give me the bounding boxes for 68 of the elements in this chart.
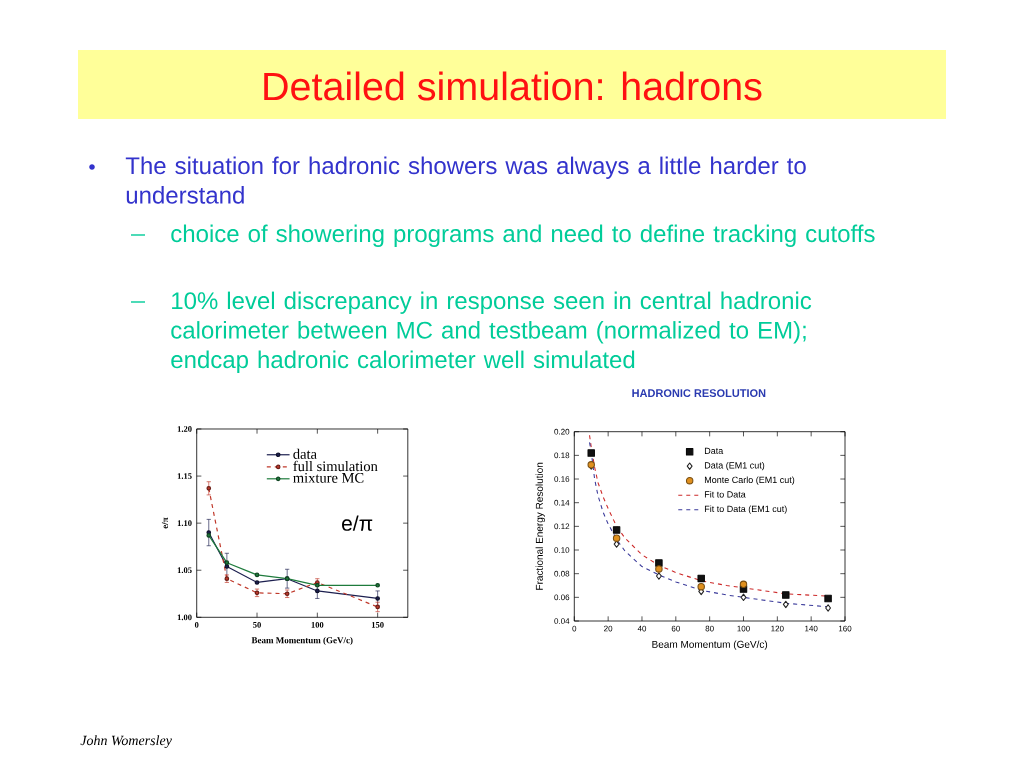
legend-label: data bbox=[293, 448, 317, 459]
x-tick-label: 40 bbox=[637, 625, 647, 632]
point bbox=[254, 572, 260, 578]
y-tick-label: 0.06 bbox=[554, 594, 570, 601]
y-tick-label: 0.18 bbox=[554, 452, 570, 459]
point bbox=[782, 591, 790, 599]
y-tick-label: 1.05 bbox=[177, 567, 192, 574]
x-tick-label: 120 bbox=[771, 625, 784, 632]
y-tick-label: 1.00 bbox=[177, 614, 192, 621]
legend-label: Monte Carlo (EM1 cut) bbox=[704, 476, 795, 485]
text: Detailed simulation: hadrons bbox=[264, 71, 762, 101]
x-tick-label: 140 bbox=[805, 625, 818, 632]
x-tick-label: 20 bbox=[604, 625, 613, 632]
point bbox=[824, 594, 832, 603]
y-tick-label: 0.14 bbox=[554, 499, 570, 506]
text: choice of showering programs and need to define tracking cutoffs bbox=[171, 224, 875, 247]
y-tick-label: 0.10 bbox=[554, 547, 570, 553]
legend-label: Data (EM1 cut) bbox=[704, 461, 765, 471]
y-tick-label: 0.08 bbox=[554, 570, 570, 577]
point bbox=[697, 574, 705, 583]
point bbox=[206, 485, 212, 491]
legend-label: Fit to Data bbox=[704, 490, 746, 498]
y-tick-label: 1.15 bbox=[177, 473, 192, 479]
point bbox=[587, 449, 595, 457]
x-tick-label: 150 bbox=[371, 622, 384, 628]
x-tick-label: 100 bbox=[311, 622, 324, 628]
y-tick-label: 1.20 bbox=[177, 426, 192, 432]
point bbox=[254, 580, 260, 585]
point bbox=[697, 582, 705, 591]
y-tick-label: 0.12 bbox=[554, 523, 570, 530]
x-tick-label: 160 bbox=[838, 625, 852, 632]
annotation: e/π bbox=[342, 515, 373, 531]
y-tick-label: 1.10 bbox=[177, 520, 192, 527]
x-tick-label: 50 bbox=[253, 622, 261, 628]
point bbox=[613, 540, 620, 548]
point bbox=[655, 565, 663, 573]
y-axis-title: e/π bbox=[161, 517, 168, 529]
y-tick-label: 0.20 bbox=[554, 428, 570, 435]
point bbox=[739, 580, 748, 589]
point bbox=[375, 582, 380, 588]
point bbox=[655, 559, 663, 567]
text: 10% level discrepancy in response seen in central hadronic calorimeter between MC and testbeam (normalized to EM); endcap hadronic calorimeter well simulated bbox=[171, 291, 812, 373]
legend-label: full simulation bbox=[293, 460, 378, 472]
point bbox=[224, 564, 230, 569]
point bbox=[825, 604, 832, 612]
y-tick-label: 0.16 bbox=[554, 476, 570, 482]
legend-label: Data bbox=[704, 447, 724, 454]
point bbox=[740, 593, 747, 602]
legend-label: Fit to Data (EM1 cut) bbox=[704, 505, 787, 514]
point bbox=[315, 588, 320, 594]
y-tick-label: 0.04 bbox=[554, 618, 570, 624]
x-tick-label: 100 bbox=[737, 625, 750, 632]
point bbox=[655, 572, 662, 580]
point bbox=[612, 526, 621, 534]
point bbox=[782, 600, 789, 609]
x-tick-label: 0 bbox=[572, 625, 577, 632]
x-tick-label: 60 bbox=[671, 625, 680, 632]
text: John Womersley bbox=[80, 735, 172, 749]
chart-title: HADRONIC RESOLUTION bbox=[632, 389, 766, 397]
legend-label: mixture MC bbox=[293, 472, 364, 483]
point bbox=[224, 560, 230, 566]
x-tick-label: 0 bbox=[194, 622, 199, 628]
point bbox=[612, 534, 621, 542]
text: The situation for hadronic showers was always a little harder to understand bbox=[125, 156, 806, 204]
x-axis-title: Beam Momentum (GeV/c) bbox=[652, 640, 768, 650]
y-axis-title: Fractional Energy Resolution bbox=[535, 462, 545, 590]
x-axis-title: Beam Momentum (GeV/c) bbox=[251, 636, 353, 646]
x-tick-label: 80 bbox=[705, 625, 714, 632]
